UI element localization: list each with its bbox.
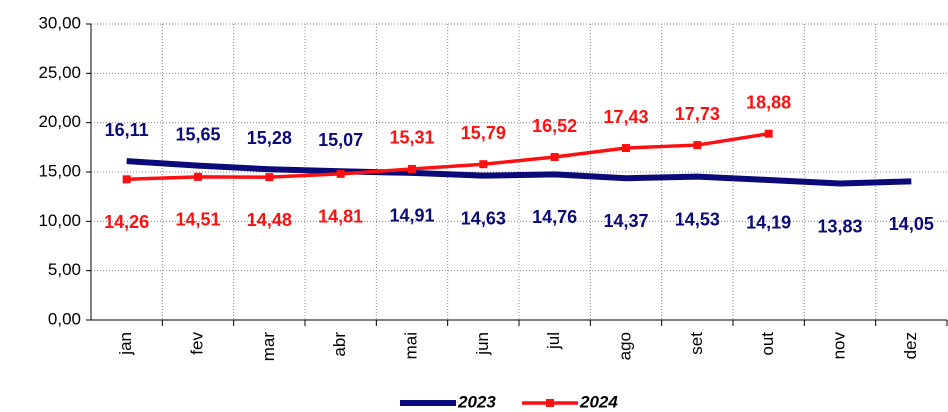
data-label: 14,81 — [318, 207, 363, 227]
legend-label: 2024 — [579, 392, 618, 411]
x-tick-label: mar — [259, 332, 278, 362]
y-tick-label: 15,00 — [38, 161, 81, 180]
data-label: 14,91 — [389, 206, 434, 226]
data-label: 16,11 — [105, 120, 149, 140]
y-tick-label: 0,00 — [48, 309, 81, 328]
legend-item: 2024 — [522, 392, 618, 411]
data-label: 14,76 — [532, 207, 577, 227]
legend-label: 2023 — [457, 392, 496, 411]
y-tick-label: 10,00 — [38, 211, 81, 230]
x-tick-label: out — [758, 332, 777, 356]
x-tick-label: jan — [116, 332, 135, 356]
marker — [336, 169, 345, 178]
x-tick-label: ago — [615, 332, 634, 360]
data-label: 15,65 — [175, 124, 220, 144]
data-label: 15,31 — [389, 128, 434, 148]
x-tick-label: mai — [401, 332, 420, 359]
x-tick-label: jul — [544, 332, 563, 350]
x-tick-label: dez — [901, 332, 920, 359]
marker — [693, 141, 702, 150]
data-label: 14,51 — [175, 210, 220, 230]
legend-marker — [546, 399, 554, 407]
data-label: 14,26 — [104, 212, 149, 232]
data-label: 13,83 — [817, 216, 862, 236]
data-label: 16,52 — [532, 116, 577, 136]
x-tick-label: nov — [829, 332, 848, 360]
y-tick-label: 20,00 — [38, 112, 81, 131]
legend-item: 2023 — [400, 392, 496, 411]
data-label: 17,73 — [675, 104, 720, 124]
series-line — [126, 131, 769, 182]
data-label: 18,88 — [746, 92, 791, 112]
data-label: 15,79 — [461, 123, 506, 143]
marker — [265, 173, 274, 182]
data-label: 14,05 — [889, 214, 934, 234]
data-label: 15,07 — [318, 130, 363, 150]
y-tick-label: 25,00 — [38, 63, 81, 82]
data-label: 15,28 — [247, 128, 292, 148]
y-tick-label: 30,00 — [38, 13, 81, 32]
data-label: 14,53 — [675, 209, 720, 229]
series-line — [126, 158, 912, 187]
data-label: 14,19 — [746, 213, 791, 233]
y-tick-label: 5,00 — [48, 260, 81, 279]
marker — [122, 175, 131, 184]
data-label: 14,48 — [247, 210, 292, 230]
data-label: 14,63 — [461, 208, 506, 228]
x-tick-label: fev — [187, 332, 206, 355]
marker — [408, 164, 416, 173]
x-tick-label: jun — [473, 332, 492, 356]
marker — [194, 172, 202, 181]
marker — [479, 160, 488, 169]
marker — [764, 129, 773, 138]
data-label: 14,37 — [603, 211, 648, 231]
x-tick-label: abr — [330, 332, 349, 357]
data-label: 17,43 — [603, 107, 648, 127]
marker — [622, 144, 630, 153]
x-tick-label: set — [687, 332, 706, 355]
marker — [550, 153, 559, 162]
